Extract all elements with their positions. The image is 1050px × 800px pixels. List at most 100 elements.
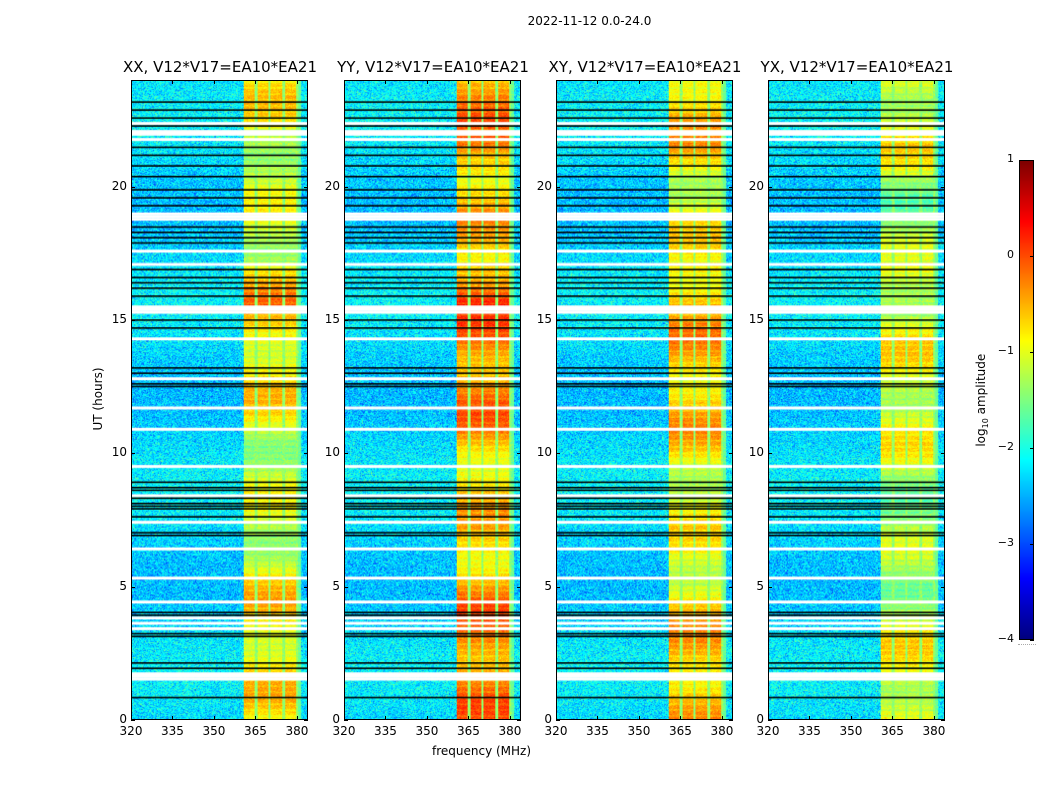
colorbar-tick-label: 1 bbox=[1007, 152, 1014, 165]
x-tick-label: 335 bbox=[161, 724, 184, 738]
y-tick-mark bbox=[517, 186, 521, 188]
y-tick-label: 5 bbox=[332, 578, 340, 593]
y-tick-mark bbox=[729, 186, 733, 188]
y-tick-mark bbox=[131, 720, 135, 721]
y-tick-mark bbox=[729, 320, 733, 321]
y-tick-mark bbox=[768, 453, 772, 455]
y-tick-mark bbox=[344, 720, 348, 721]
x-tick-label: 320 bbox=[756, 724, 780, 738]
colorbar-tick-mark bbox=[1030, 448, 1034, 449]
x-tick-label: 335 bbox=[586, 724, 609, 738]
y-tick-label: 0 bbox=[119, 712, 127, 726]
y-tick-mark bbox=[556, 720, 560, 721]
x-tick-mark bbox=[768, 716, 769, 720]
y-tick-mark bbox=[304, 186, 308, 188]
y-tick-mark bbox=[517, 453, 521, 455]
y-tick-label: 5 bbox=[544, 578, 552, 593]
y-tick-mark bbox=[768, 186, 772, 188]
y-tick-label: 20 bbox=[748, 178, 764, 193]
x-tick-mark bbox=[255, 716, 257, 720]
colorbar-tick-mark bbox=[1030, 160, 1034, 161]
y-tick-mark bbox=[304, 720, 308, 721]
y-tick-mark bbox=[344, 186, 348, 188]
colorbar bbox=[1019, 160, 1034, 640]
x-tick-label: 350 bbox=[627, 724, 651, 738]
colorbar-gradient bbox=[1020, 161, 1033, 639]
y-tick-label: 15 bbox=[536, 312, 552, 326]
colorbar-tick-mark bbox=[1030, 544, 1034, 545]
x-tick-mark bbox=[892, 716, 894, 720]
colorbar-label: log10 amplitude bbox=[973, 353, 991, 447]
y-tick-mark bbox=[344, 453, 348, 455]
panel-title-xy: XY, V12*V17=EA10*EA21 bbox=[548, 58, 742, 76]
x-tick-mark bbox=[426, 716, 428, 720]
x-axis-label: frequency (MHz) bbox=[432, 744, 532, 758]
y-tick-mark bbox=[941, 720, 945, 721]
colorbar-tick-mark bbox=[1030, 352, 1034, 353]
y-tick-mark bbox=[768, 320, 772, 321]
y-tick-mark bbox=[517, 320, 521, 321]
x-tick-label: 365 bbox=[881, 724, 904, 738]
y-tick-label: 10 bbox=[536, 445, 552, 460]
y-tick-mark bbox=[941, 186, 945, 188]
x-tick-label: 335 bbox=[798, 724, 821, 738]
y-tick-label: 0 bbox=[332, 712, 340, 726]
heatmap-xx bbox=[132, 81, 307, 719]
y-tick-mark bbox=[729, 720, 733, 721]
y-tick-mark bbox=[131, 320, 135, 321]
y-tick-mark bbox=[768, 586, 772, 588]
colorbar-tick-label: −3 bbox=[997, 536, 1014, 549]
y-tick-mark bbox=[729, 453, 733, 455]
y-tick-mark bbox=[131, 453, 135, 455]
x-tick-label: 380 bbox=[710, 724, 734, 738]
colorbar-tick-mark bbox=[1030, 256, 1034, 257]
y-axis-label: UT (hours) bbox=[91, 367, 105, 431]
y-tick-label: 0 bbox=[544, 712, 552, 726]
x-tick-mark bbox=[597, 80, 599, 84]
x-tick-mark bbox=[385, 80, 387, 84]
x-tick-label: 320 bbox=[544, 724, 568, 738]
spectrogram-panel-yy bbox=[344, 80, 521, 720]
panel-title-xx: XX, V12*V17=EA10*EA21 bbox=[122, 58, 317, 76]
x-tick-mark bbox=[680, 716, 682, 720]
x-tick-mark bbox=[597, 716, 599, 720]
x-tick-mark bbox=[172, 80, 174, 84]
x-tick-label: 380 bbox=[285, 724, 309, 738]
y-tick-label: 20 bbox=[111, 178, 127, 193]
y-tick-mark bbox=[304, 586, 308, 588]
x-tick-mark bbox=[768, 80, 769, 84]
colorbar-tick-label: 0 bbox=[1007, 248, 1014, 261]
panel-title-yx: YX, V12*V17=EA10*EA21 bbox=[760, 58, 954, 76]
x-tick-mark bbox=[344, 716, 345, 720]
spectrogram-panel-yx bbox=[768, 80, 945, 720]
x-tick-mark bbox=[468, 80, 470, 84]
x-tick-label: 320 bbox=[332, 724, 356, 738]
spectrogram-panel-xx bbox=[131, 80, 308, 720]
y-tick-mark bbox=[131, 186, 135, 188]
colorbar-tick-label: −1 bbox=[997, 344, 1014, 357]
x-tick-label: 365 bbox=[669, 724, 692, 738]
y-tick-mark bbox=[304, 453, 308, 455]
y-tick-mark bbox=[556, 320, 560, 321]
y-tick-mark bbox=[344, 320, 348, 321]
x-tick-label: 350 bbox=[415, 724, 439, 738]
x-tick-label: 380 bbox=[922, 724, 946, 738]
y-tick-mark bbox=[517, 720, 521, 721]
x-tick-mark bbox=[296, 80, 298, 84]
x-tick-label: 365 bbox=[457, 724, 480, 738]
y-tick-label: 5 bbox=[119, 578, 127, 593]
x-tick-mark bbox=[172, 716, 174, 720]
x-tick-mark bbox=[680, 80, 682, 84]
x-tick-mark bbox=[131, 80, 132, 84]
x-tick-mark bbox=[509, 716, 511, 720]
x-tick-mark bbox=[426, 80, 428, 84]
y-tick-mark bbox=[556, 453, 560, 455]
x-tick-mark bbox=[255, 80, 257, 84]
x-tick-mark bbox=[809, 80, 811, 84]
x-tick-label: 380 bbox=[498, 724, 522, 738]
colorbar-underflow-marker bbox=[1018, 644, 1036, 645]
panel-title-yy: YY, V12*V17=EA10*EA21 bbox=[337, 58, 529, 76]
x-tick-mark bbox=[131, 716, 132, 720]
y-tick-mark bbox=[344, 586, 348, 588]
x-tick-mark bbox=[638, 80, 640, 84]
